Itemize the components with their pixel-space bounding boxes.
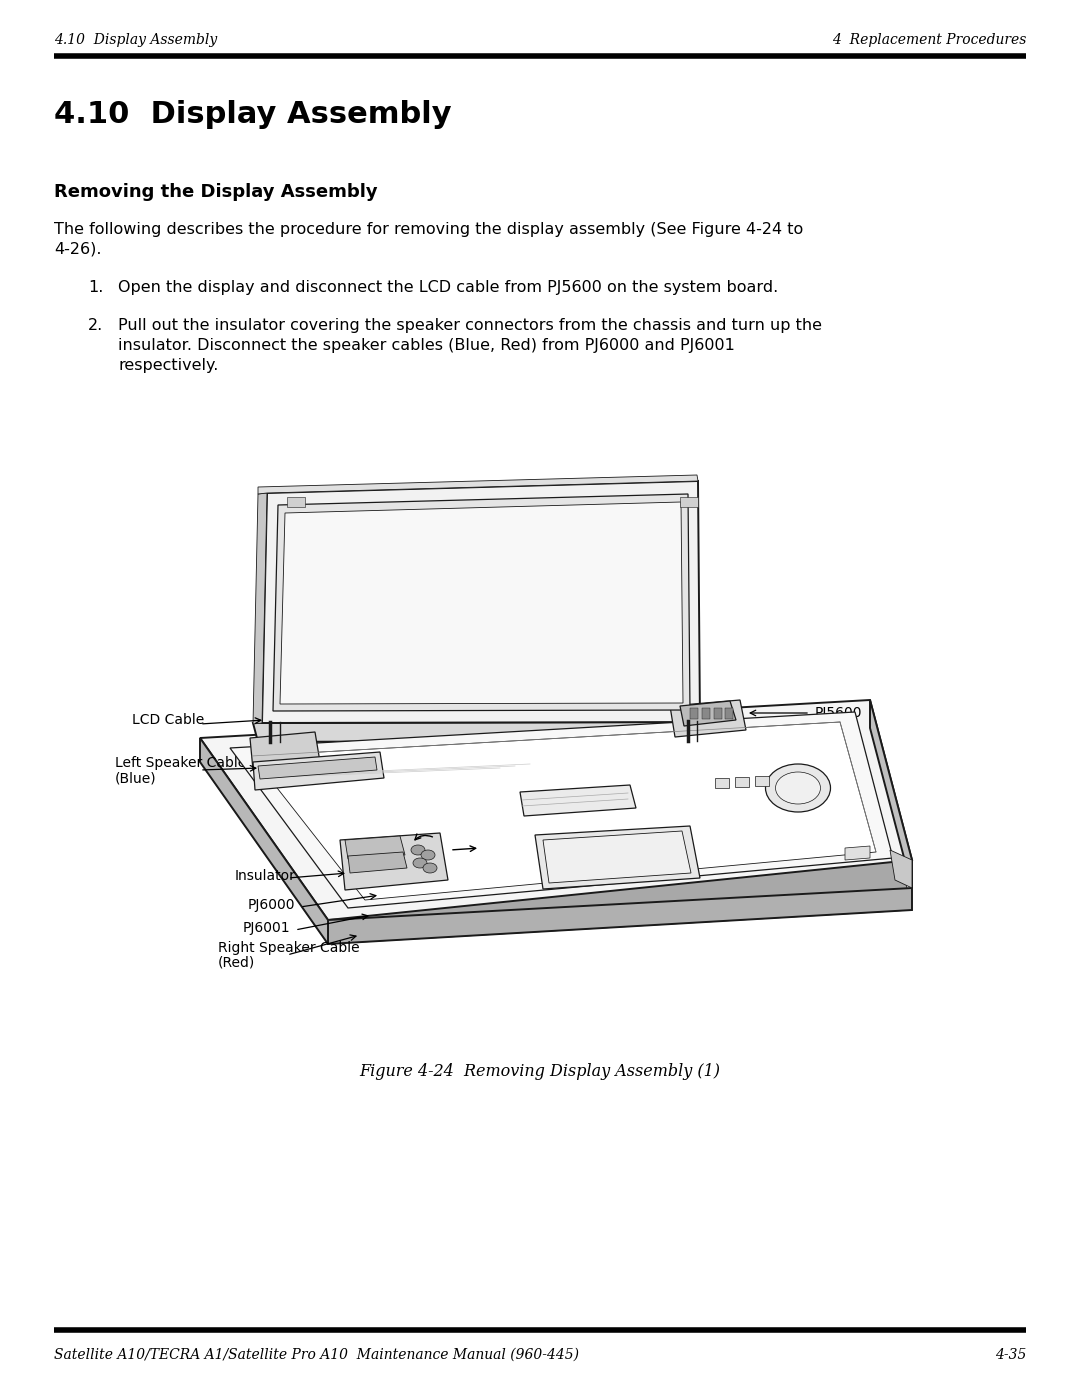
Polygon shape xyxy=(702,708,710,719)
Text: (Blue): (Blue) xyxy=(114,771,157,785)
Ellipse shape xyxy=(413,858,427,868)
Text: PJ5600: PJ5600 xyxy=(815,705,863,719)
Text: Pull out the insulator covering the speaker connectors from the chassis and turn: Pull out the insulator covering the spea… xyxy=(118,319,822,332)
Ellipse shape xyxy=(421,849,435,861)
Text: 2.: 2. xyxy=(87,319,104,332)
Ellipse shape xyxy=(423,863,437,873)
Polygon shape xyxy=(328,888,912,944)
Polygon shape xyxy=(519,785,636,816)
Text: 4-26).: 4-26). xyxy=(54,242,102,257)
Polygon shape xyxy=(252,722,876,900)
Polygon shape xyxy=(543,831,691,883)
Polygon shape xyxy=(253,722,718,742)
Polygon shape xyxy=(200,728,912,944)
Polygon shape xyxy=(680,701,735,726)
Polygon shape xyxy=(200,738,328,944)
Polygon shape xyxy=(253,752,384,789)
Polygon shape xyxy=(670,700,746,738)
Text: Figure 4-24  Removing Display Assembly (1): Figure 4-24 Removing Display Assembly (1… xyxy=(360,1063,720,1080)
Polygon shape xyxy=(348,852,407,873)
Ellipse shape xyxy=(766,764,831,812)
Polygon shape xyxy=(735,777,750,787)
Polygon shape xyxy=(535,826,700,888)
Text: Satellite A10/TECRA A1/Satellite Pro A10  Maintenance Manual (960-445): Satellite A10/TECRA A1/Satellite Pro A10… xyxy=(54,1348,579,1362)
Polygon shape xyxy=(230,712,893,908)
Text: 4.10  Display Assembly: 4.10 Display Assembly xyxy=(54,101,451,129)
Polygon shape xyxy=(273,495,690,711)
Polygon shape xyxy=(280,502,683,704)
Text: (Red): (Red) xyxy=(218,956,255,970)
Text: 4.10  Display Assembly: 4.10 Display Assembly xyxy=(54,34,217,47)
Text: 4-35: 4-35 xyxy=(995,1348,1026,1362)
Text: Open the display and disconnect the LCD cable from PJ5600 on the system board.: Open the display and disconnect the LCD … xyxy=(118,279,779,295)
Text: insulator. Disconnect the speaker cables (Blue, Red) from PJ6000 and PJ6001: insulator. Disconnect the speaker cables… xyxy=(118,338,734,353)
Polygon shape xyxy=(755,775,769,787)
Polygon shape xyxy=(249,732,320,770)
Polygon shape xyxy=(262,481,700,724)
Polygon shape xyxy=(200,700,912,921)
Polygon shape xyxy=(890,849,912,888)
Polygon shape xyxy=(714,708,723,719)
Text: 1.: 1. xyxy=(87,279,104,295)
Ellipse shape xyxy=(411,845,426,855)
Polygon shape xyxy=(340,833,448,890)
Polygon shape xyxy=(680,497,698,507)
Polygon shape xyxy=(845,847,870,861)
Polygon shape xyxy=(715,778,729,788)
Text: 4  Replacement Procedures: 4 Replacement Procedures xyxy=(832,34,1026,47)
Polygon shape xyxy=(870,700,912,888)
Ellipse shape xyxy=(775,773,821,805)
Polygon shape xyxy=(345,835,405,859)
Polygon shape xyxy=(287,497,305,507)
Text: PJ6001: PJ6001 xyxy=(243,921,291,935)
Text: Left Speaker Cable: Left Speaker Cable xyxy=(114,756,246,770)
Text: Right Speaker Cable: Right Speaker Cable xyxy=(218,942,360,956)
Text: Insulator: Insulator xyxy=(235,869,296,883)
Text: Removing the Display Assembly: Removing the Display Assembly xyxy=(54,183,378,201)
Text: respectively.: respectively. xyxy=(118,358,218,373)
Text: LCD Cable: LCD Cable xyxy=(132,712,204,726)
Polygon shape xyxy=(725,708,733,719)
Polygon shape xyxy=(690,708,698,719)
Polygon shape xyxy=(253,493,267,724)
Polygon shape xyxy=(258,475,698,495)
Text: The following describes the procedure for removing the display assembly (See Fig: The following describes the procedure fo… xyxy=(54,222,804,237)
Text: PJ6000: PJ6000 xyxy=(248,898,296,912)
Polygon shape xyxy=(258,757,377,780)
